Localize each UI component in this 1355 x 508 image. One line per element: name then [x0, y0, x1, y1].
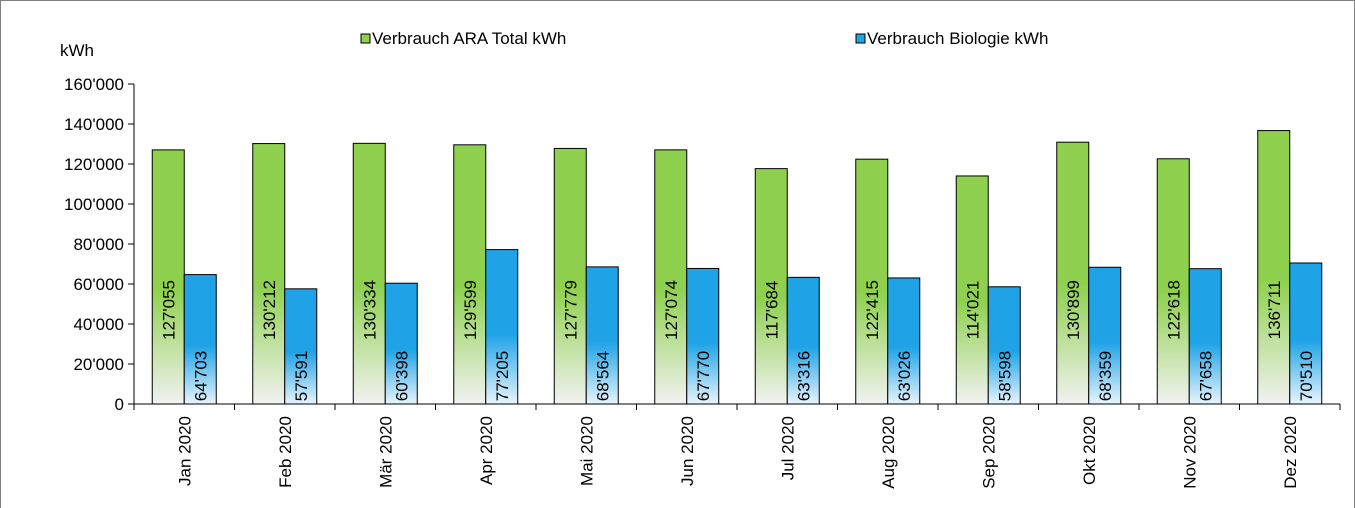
data-label: 122'618: [1164, 280, 1183, 340]
data-label: 58'598: [995, 351, 1014, 402]
bar-biologie: [987, 286, 1021, 405]
data-label: 63'316: [794, 351, 813, 402]
y-tick-label: 120'000: [64, 155, 124, 174]
x-tick-label: Aug 2020: [879, 416, 898, 489]
x-tick-label: Okt 2020: [1080, 416, 1099, 485]
y-axis-label: kWh: [60, 41, 94, 60]
x-tick-label: Apr 2020: [477, 416, 496, 485]
data-label: 127'074: [662, 280, 681, 340]
data-label: 57'591: [292, 351, 311, 402]
data-label: 127'779: [561, 280, 580, 340]
y-tick-label: 60'000: [73, 275, 124, 294]
bar-biologie: [384, 282, 418, 405]
bar-biologie: [1088, 266, 1122, 405]
bar-ara-total: [453, 144, 487, 405]
bar-biologie: [585, 266, 619, 405]
y-tick-label: 20'000: [73, 355, 124, 374]
data-label: 130'334: [360, 280, 379, 340]
y-tick-label: 100'000: [64, 195, 124, 214]
x-tick-label: Nov 2020: [1180, 416, 1199, 489]
data-label: 68'359: [1096, 351, 1115, 402]
x-tick-label: Jan 2020: [175, 416, 194, 486]
bar-biologie: [686, 267, 720, 405]
bar-ara-total: [151, 149, 185, 405]
x-tick-label: Dez 2020: [1281, 416, 1300, 489]
data-label: 129'599: [461, 280, 480, 340]
data-label: 130'899: [1064, 280, 1083, 340]
bar-ara-total: [553, 147, 587, 405]
data-label: 67'770: [694, 351, 713, 402]
data-label: 127'055: [159, 280, 178, 340]
bar-ara-total: [1156, 158, 1190, 405]
x-tick-label: Jul 2020: [778, 416, 797, 480]
bar-biologie: [1289, 262, 1323, 405]
data-label: 68'564: [593, 351, 612, 402]
bar-ara-total: [352, 142, 386, 405]
y-tick-label: 160'000: [64, 75, 124, 94]
data-label: 70'510: [1297, 351, 1316, 402]
data-label: 60'398: [392, 351, 411, 402]
data-label: 122'415: [863, 280, 882, 340]
data-label: 117'684: [762, 281, 781, 340]
data-label: 136'711: [1265, 281, 1284, 340]
y-tick-label: 0: [115, 395, 124, 414]
bar-ara-total: [855, 158, 889, 405]
data-label: 63'026: [895, 351, 914, 402]
x-tick-label: Mai 2020: [577, 416, 596, 486]
bar-ara-total: [1056, 141, 1090, 405]
bar-biologie: [183, 274, 217, 405]
y-tick-label: 80'000: [73, 235, 124, 254]
data-label: 67'658: [1196, 351, 1215, 402]
data-label: 130'212: [260, 280, 279, 340]
bar-biologie: [887, 277, 921, 405]
x-axis: Jan 2020 Feb 2020 Mär 2020 Apr 2020 Mai 2020…: [133, 403, 1341, 489]
legend-label-ara-total: Verbrauch ARA Total kWh: [372, 29, 566, 48]
legend-label-biologie: Verbrauch Biologie kWh: [867, 29, 1048, 48]
x-tick-label: Mär 2020: [376, 416, 395, 488]
bar-biologie: [485, 249, 519, 405]
y-tick-label: 40'000: [73, 315, 124, 334]
data-label: 77'205: [493, 351, 512, 402]
bar-ara-total: [1257, 130, 1291, 405]
x-tick-label: Sep 2020: [979, 416, 998, 489]
bar-biologie: [284, 288, 318, 405]
bar-biologie: [786, 276, 820, 405]
legend: Verbrauch ARA Total kWh Verbrauch Biologi…: [360, 29, 1048, 48]
bar-biologie: [1188, 268, 1222, 405]
bar-ara-total: [955, 175, 989, 405]
data-label: 64'703: [191, 351, 210, 402]
data-label: 114'021: [963, 281, 982, 340]
legend-swatch-ara-total: [360, 33, 371, 44]
x-tick-label: Feb 2020: [276, 416, 295, 488]
bar-ara-total: [252, 143, 286, 405]
y-axis: 0 20'000 40'000 60'000 80'000 100'000 120'000 1…: [64, 75, 135, 414]
legend-swatch-biologie: [855, 33, 866, 44]
bars: 127'055 130'212 130'334 129'599 127'779 127'0…: [151, 130, 1323, 405]
y-tick-label: 140'000: [64, 115, 124, 134]
bar-ara-total: [654, 149, 688, 405]
x-tick-label: Jun 2020: [678, 416, 697, 486]
bar-ara-total: [754, 168, 788, 405]
